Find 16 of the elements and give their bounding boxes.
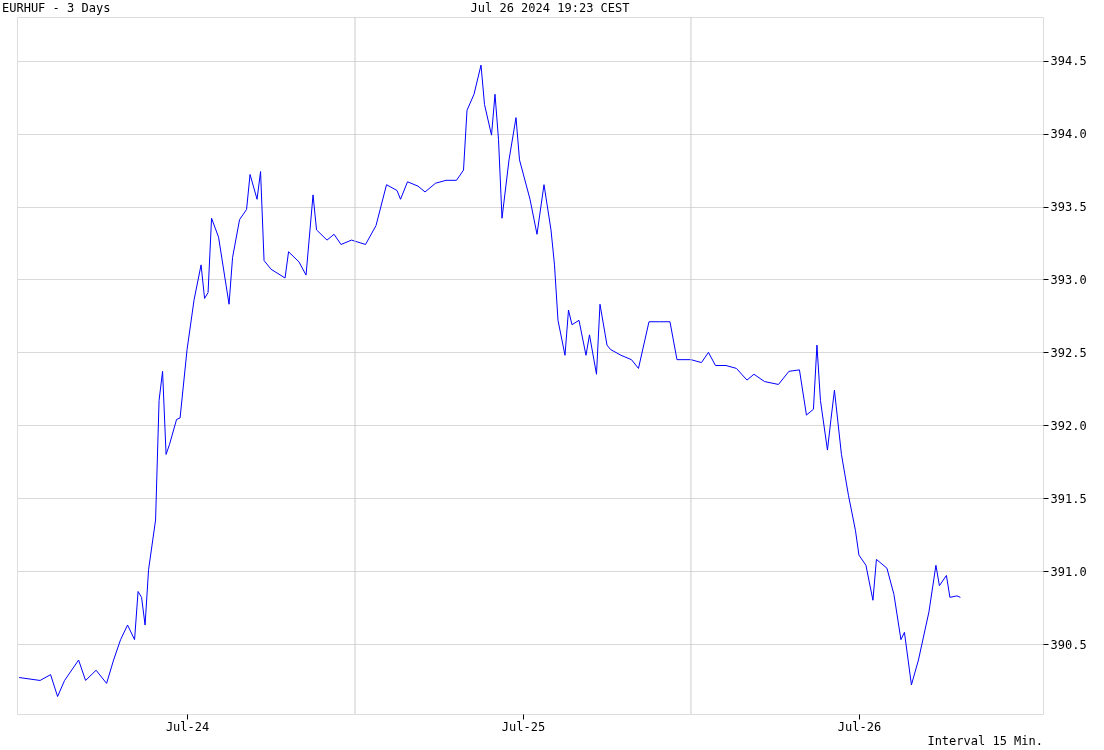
y-tick-label: 391.5 <box>1050 491 1087 506</box>
chart-title: EURHUF - 3 Days <box>2 1 111 15</box>
y-tick-label: 391.0 <box>1050 564 1087 579</box>
y-tick-label: 392.5 <box>1050 345 1087 360</box>
x-tick-label: Jul-24 <box>165 719 210 734</box>
text: Jul 26 2024 19:23 CEST <box>470 1 630 15</box>
x-tick-label: Jul-25 <box>501 719 546 734</box>
y-tick-label: 393.5 <box>1050 200 1087 215</box>
y-tick-label: 393.0 <box>1050 272 1087 287</box>
text: Interval 15 Min. <box>927 734 1043 748</box>
line-series <box>18 64 961 697</box>
y-tick-label: 394.5 <box>1050 54 1087 69</box>
y-tick-label: 394.0 <box>1050 127 1087 142</box>
y-tick-label: 390.5 <box>1050 637 1087 652</box>
y-tick-label: 392.0 <box>1050 418 1087 433</box>
x-tick-label: Jul-26 <box>837 719 882 734</box>
